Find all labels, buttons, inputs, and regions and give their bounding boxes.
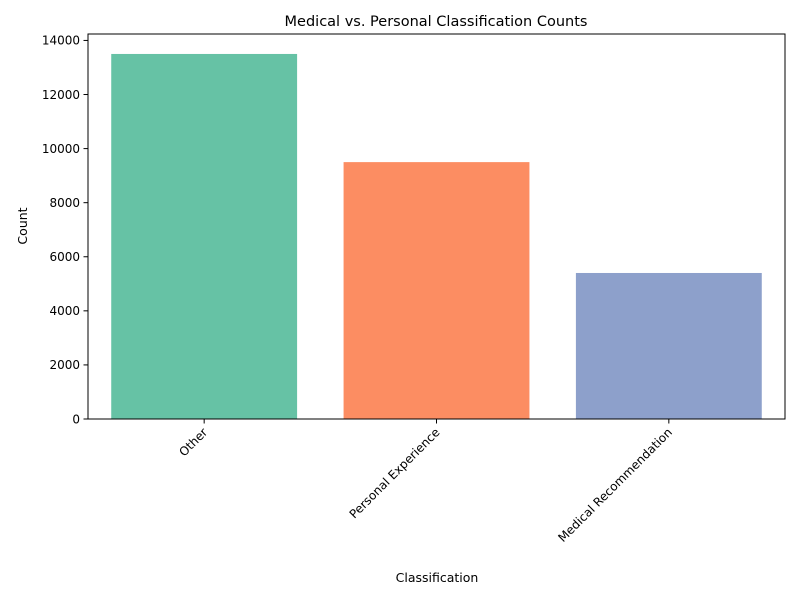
y-axis-label: Count (15, 207, 30, 244)
y-axis: 0 2000 4000 6000 8000 10000 12000 14000 (42, 34, 88, 426)
y-tick-label: 8000 (49, 196, 80, 210)
x-tick-label: Personal Experience (347, 425, 443, 521)
x-axis-label: Classification (396, 570, 479, 585)
plot-area (87, 33, 786, 420)
y-tick-label: 6000 (49, 250, 80, 264)
y-tick-label: 4000 (49, 304, 80, 318)
y-tick-label: 10000 (42, 142, 80, 156)
y-tick-label: 2000 (49, 358, 80, 372)
bar-personal-experience (343, 162, 530, 419)
x-tick-label: Medical Recommendation (555, 425, 675, 545)
y-tick-label: 14000 (42, 34, 80, 48)
y-tick-label: 0 (72, 412, 80, 426)
bar-other (111, 53, 298, 420)
chart-title: Medical vs. Personal Classification Coun… (285, 14, 588, 30)
x-tick-label: Other (176, 425, 210, 459)
bar-medical-recommendation (575, 272, 762, 419)
y-tick-label: 12000 (42, 88, 80, 102)
x-axis: Other Personal Experience Medical Recommen… (176, 419, 675, 545)
